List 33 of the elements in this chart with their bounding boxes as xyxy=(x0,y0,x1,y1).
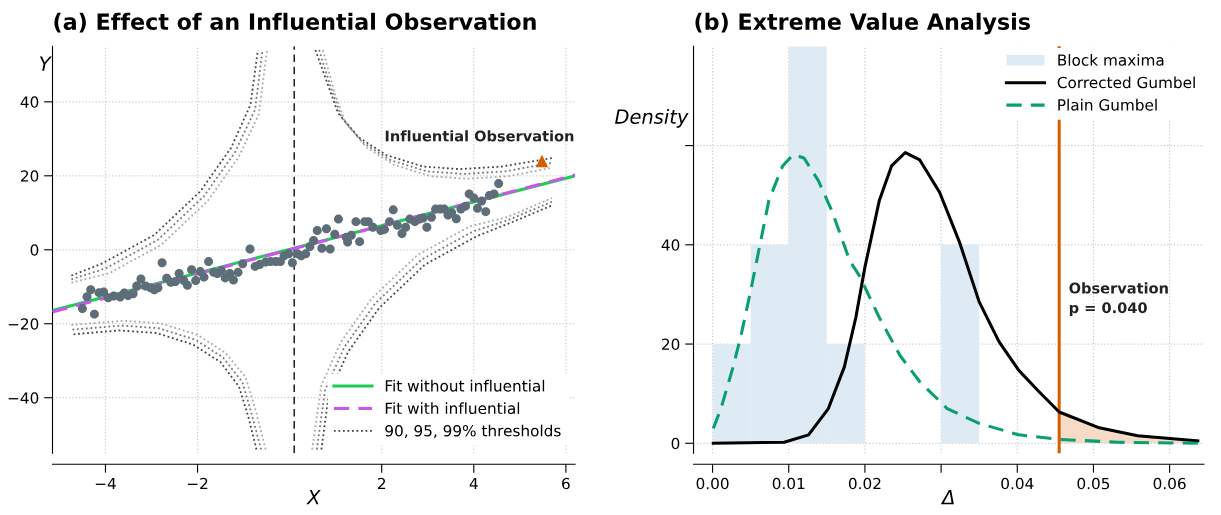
legend-label: 90, 95, 99% thresholds xyxy=(385,424,561,439)
x-tick-label: −2 xyxy=(187,477,208,490)
y-tick-label: −20 xyxy=(8,318,39,330)
y-tick-label: 20 xyxy=(20,170,39,182)
x-tick-label: 2 xyxy=(377,477,386,490)
chart-title: (b) Extreme Value Analysis xyxy=(695,12,1030,35)
y-tick-label: 0 xyxy=(30,244,39,256)
x-tick-label: 0.00 xyxy=(696,477,729,490)
x-tick-label: 0.02 xyxy=(848,477,881,490)
annotation: Influential Observation xyxy=(385,130,574,142)
x-tick-label: 0.05 xyxy=(1077,477,1110,490)
annotation: Observation p = 0.040 xyxy=(1069,282,1168,317)
y-axis-title: Y xyxy=(39,56,52,71)
legend-label: Fit without influential xyxy=(385,379,545,392)
x-tick-label: 6 xyxy=(562,477,570,490)
legend-label: Block maxima xyxy=(1058,53,1164,66)
x-tick-label: 0.01 xyxy=(772,477,805,490)
x-tick-label: 0.06 xyxy=(1153,477,1186,490)
legend-label: Plain Gumbel xyxy=(1058,98,1157,111)
y-tick-label: 40 xyxy=(20,96,39,108)
legend-label: Corrected Gumbel xyxy=(1057,76,1195,89)
x-tick-label: 0.04 xyxy=(1001,477,1034,490)
legend-label: Fit with influential xyxy=(385,402,520,415)
x-axis-title: X xyxy=(306,490,321,505)
y-tick-label: 20 xyxy=(662,338,680,351)
y-tick-label: 40 xyxy=(661,239,680,251)
chart-title: (a) Effect of an Influential Observation xyxy=(54,12,536,33)
y-tick-label: 0 xyxy=(671,437,680,450)
y-axis-title: Density xyxy=(615,108,689,128)
x-tick-label: −4 xyxy=(95,477,116,490)
x-axis-title: Δ xyxy=(940,490,954,505)
y-tick-label: −40 xyxy=(8,392,39,404)
x-tick-label: 4 xyxy=(469,477,478,490)
